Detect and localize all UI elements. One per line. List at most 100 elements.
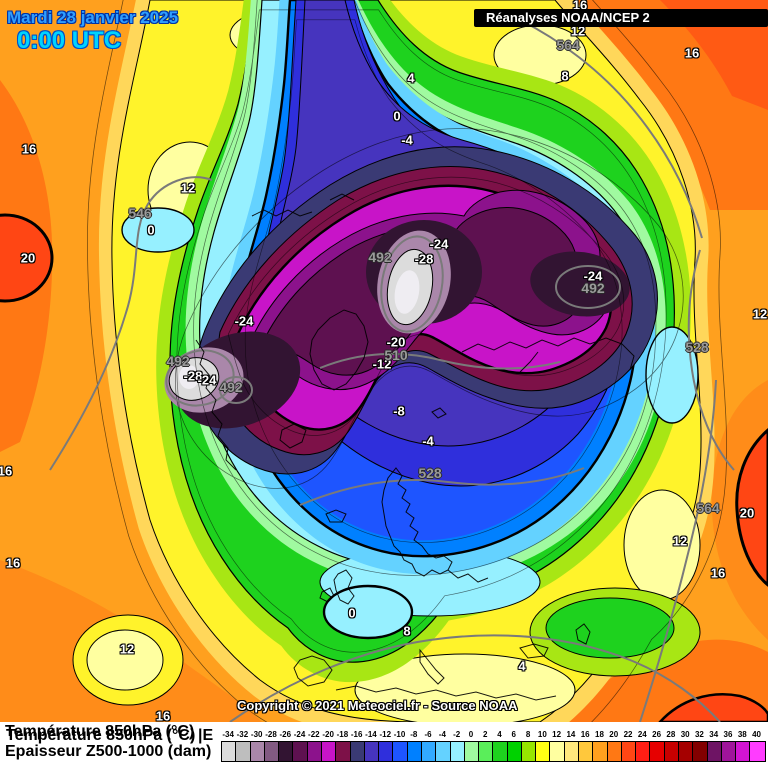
colorbar-cell [336, 742, 351, 761]
colorbar-cell [321, 742, 337, 761]
colorbar-tick: 4 [497, 730, 502, 739]
colorbar-tick: 30 [680, 730, 690, 739]
colorbar-tick: -2 [453, 730, 461, 739]
colorbar-cell [507, 742, 522, 761]
colorbar-cell [450, 742, 465, 761]
colorbar-tick: 20 [609, 730, 619, 739]
colorbar-cell [293, 742, 308, 761]
colorbar-tick: 32 [694, 730, 704, 739]
colorbar-cell [279, 742, 294, 761]
colorbar [221, 741, 766, 762]
colorbar-cell [407, 742, 422, 761]
pocket-cyan-pacific [121, 207, 195, 253]
colorbar-tick: 12 [552, 730, 562, 739]
hot-cell-left [0, 213, 54, 303]
colorbar-cell [379, 742, 394, 761]
colorbar-cell [664, 742, 679, 761]
pocket-cyan-france [322, 584, 414, 640]
colorbar-cell [350, 742, 365, 761]
legend-footer: Température 850hPa (°C) Température 850h… [0, 722, 768, 768]
colorbar-cell [607, 742, 622, 761]
legend-temp-label-shadow: Température 850hPa (°C) [5, 723, 195, 740]
colorbar-tick: 2 [482, 730, 488, 739]
colorbar-tick: 22 [623, 730, 633, 739]
colorbar-cell [464, 742, 480, 761]
colorbar-cell [264, 742, 280, 761]
colorbar-tick: 36 [723, 730, 733, 739]
colorbar-cell [521, 742, 537, 761]
core-white-arctic [394, 270, 420, 314]
colorbar-tick: 10 [537, 730, 547, 739]
colorbar-tick: 28 [666, 730, 676, 739]
colorbar-cell [436, 742, 451, 761]
colorbar-tick: 34 [709, 730, 719, 739]
band-green-se-europe [545, 597, 675, 659]
band-hot-corner-topright [660, 0, 768, 110]
colorbar-tick: 38 [737, 730, 747, 739]
colorbar-tick: -14 [365, 730, 377, 739]
colorbar-cell [222, 742, 237, 761]
colorbar-cell [364, 742, 380, 761]
colorbar-cell [536, 742, 551, 761]
time-label: 0:00 UTC [17, 27, 122, 54]
colorbar-cell [621, 742, 637, 761]
colorbar-cell [250, 742, 265, 761]
core-white-canada [179, 365, 199, 389]
colorbar-cell [479, 742, 494, 761]
coastlines [195, 193, 635, 701]
colorbar-tick: -30 [250, 730, 263, 739]
colorbar-tick: -34 [222, 730, 234, 739]
colorbar-tick: -12 [379, 730, 392, 739]
colorbar-cell [493, 742, 508, 761]
colorbar-tick: -20 [322, 730, 334, 739]
map-canvas [0, 0, 768, 722]
pocket-pale-yellow-right [623, 489, 701, 601]
colorbar-cell [579, 742, 594, 761]
colorbar-cell [721, 742, 737, 761]
colorbar-tick: -22 [308, 730, 320, 739]
colorbar-tick: 0 [468, 730, 474, 739]
colorbar-tick: 24 [637, 730, 647, 739]
colorbar-tick: 26 [652, 730, 662, 739]
legend-temp-label: Température 850hPa (°C) [6, 727, 196, 744]
colorbar-cell [636, 742, 651, 761]
colorbar-cell [707, 742, 722, 761]
colorbar-tick: 16 [580, 730, 590, 739]
colorbar-values: -34 -32 -30 -28 -26 -24 -22 -20 -18 -16 -14 -12 -10-… [221, 730, 764, 740]
colorbar-tick: -6 [424, 730, 432, 739]
colorbar-tick: 40 [752, 730, 761, 739]
colorbar-tick: -4 [438, 730, 446, 739]
legend-overflow-fragment: |E [198, 727, 214, 744]
colorbar-tick: -10 [393, 730, 406, 739]
hot-cell-bottomright [658, 693, 768, 722]
colorbar-cell [421, 742, 437, 761]
thickness-contours [49, 19, 735, 722]
colorbar-cell [550, 742, 565, 761]
colorbar-tick: -26 [279, 730, 292, 739]
colorbar-cell [564, 742, 580, 761]
colorbar-cell [693, 742, 708, 761]
colorbar-tick: -24 [293, 730, 306, 739]
colorbar-cell [593, 742, 608, 761]
date-label: Mardi 28 janvier 2025 [7, 8, 179, 27]
colorbar-cell [393, 742, 408, 761]
band-pale-yellow-sahara [354, 653, 576, 722]
legend-thickness-label: Epaisseur Z500-1000 (dam) [5, 743, 212, 760]
colorbar-tick: -18 [336, 730, 349, 739]
pocket-pale-yellow-bottomleft [86, 629, 164, 691]
colorbar-cell [307, 742, 322, 761]
colorbar-cell [679, 742, 694, 761]
colorbar-tick: 8 [525, 730, 531, 739]
colorbar-tick: 6 [511, 730, 516, 739]
colorbar-tick: 14 [566, 730, 576, 739]
colorbar-tick: -28 [265, 730, 277, 739]
colorbar-tick: 18 [595, 730, 604, 739]
colorbar-tick: -16 [350, 730, 363, 739]
colorbar-cell [750, 742, 765, 761]
source-banner: Réanalyses NOAA/NCEP 2 [474, 9, 768, 27]
pocket-cyan-east [645, 326, 699, 424]
colorbar-cell [736, 742, 751, 761]
colorbar-tick: -8 [410, 730, 418, 739]
hot-cell-right [735, 428, 768, 587]
